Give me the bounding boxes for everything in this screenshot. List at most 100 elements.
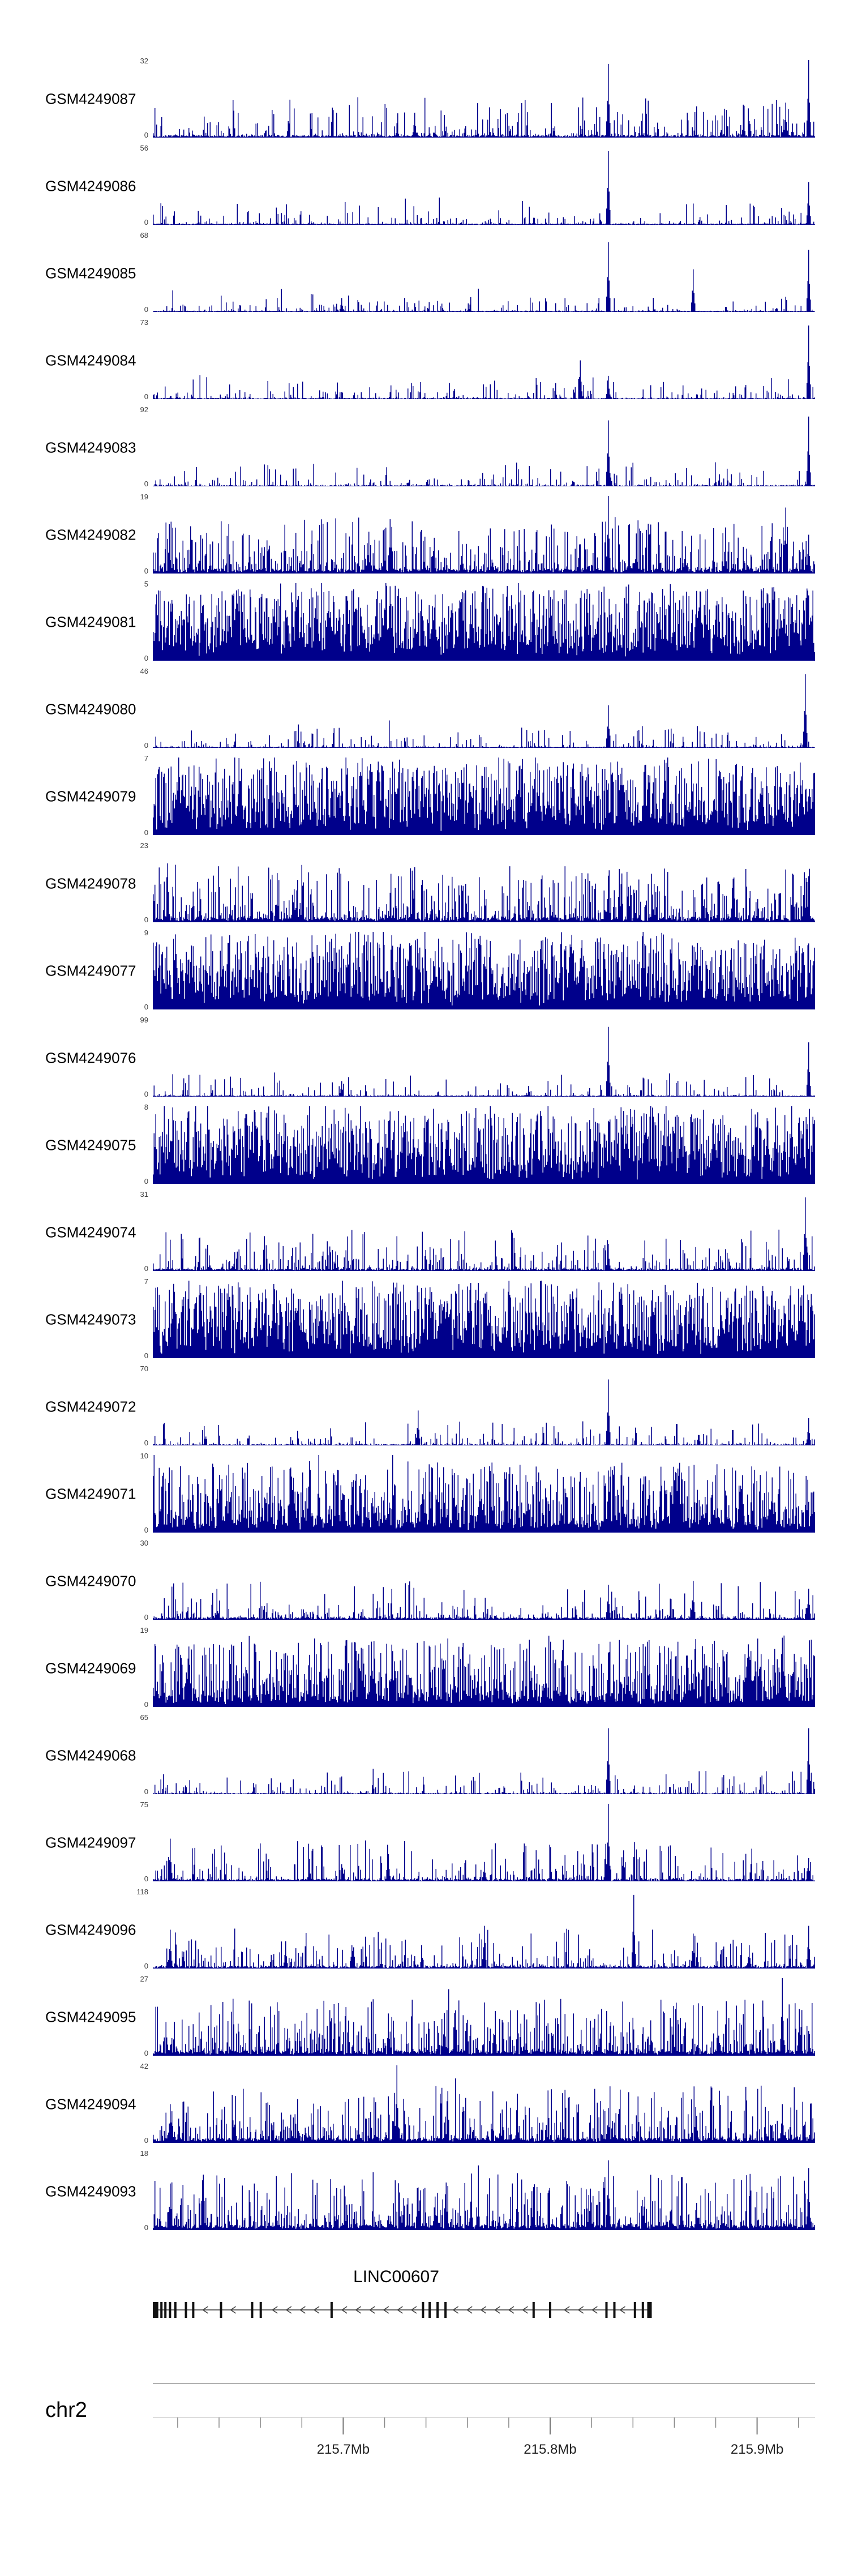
- signal-track-row: GSM4249081 5 0: [0, 580, 849, 662]
- exon-mark: [633, 2302, 636, 2318]
- strand-arrow-icon: [383, 2306, 389, 2314]
- track-signal-plot: 19 0: [140, 1627, 815, 1708]
- y-axis-max-label: 46: [140, 667, 148, 675]
- track-signal-plot: 56 0: [140, 144, 815, 226]
- track-name-label: GSM4249084: [45, 352, 136, 369]
- exon-mark: [436, 2302, 439, 2318]
- y-axis-max-label: 7: [144, 1277, 148, 1286]
- y-axis-min-label: 0: [144, 131, 148, 139]
- track-name-label: GSM4249068: [45, 1747, 136, 1764]
- y-axis-max-label: 19: [140, 493, 148, 501]
- y-axis-max-label: 31: [140, 1190, 148, 1199]
- track-name-label: GSM4249077: [45, 962, 136, 979]
- track-name-label: GSM4249069: [45, 1659, 136, 1676]
- signal-track-row: GSM4249097 75 0: [0, 1801, 849, 1882]
- y-axis-min-label: 0: [144, 1787, 148, 1796]
- track-signal-plot: 65 0: [140, 1714, 815, 1795]
- coverage-signal: [153, 863, 815, 922]
- track-signal-plot: 23 0: [140, 842, 815, 923]
- y-axis-min-label: 0: [144, 218, 148, 226]
- track-signal-plot: 31 0: [140, 1191, 815, 1272]
- coverage-signal: [153, 674, 815, 748]
- exon-mark: [153, 2302, 158, 2318]
- coverage-signal: [153, 1894, 815, 1969]
- signal-track-row: GSM4249078 23 0: [0, 842, 849, 923]
- exon-mark: [185, 2302, 187, 2318]
- exon-mark: [192, 2302, 195, 2318]
- y-axis-max-label: 99: [140, 1016, 148, 1024]
- y-axis-max-label: 8: [144, 1103, 148, 1111]
- strand-arrow-icon: [230, 2306, 237, 2314]
- y-axis-min-label: 0: [144, 1351, 148, 1360]
- coverage-signal: [153, 1026, 815, 1097]
- strand-arrow-icon: [271, 2306, 278, 2314]
- y-axis-min-label: 0: [144, 2136, 148, 2145]
- track-name-label: GSM4249086: [45, 177, 136, 194]
- strand-arrow-icon: [285, 2306, 292, 2314]
- exon-mark: [251, 2302, 254, 2318]
- track-name-label: GSM4249072: [45, 1398, 136, 1415]
- y-axis-max-label: 32: [140, 57, 148, 65]
- strand-arrow-icon: [522, 2306, 528, 2314]
- track-signal-plot: 75 0: [140, 1801, 815, 1882]
- y-axis-max-label: 68: [140, 231, 148, 239]
- track-signal-plot: 10 0: [140, 1452, 815, 1534]
- strand-arrow-icon: [452, 2306, 459, 2314]
- coverage-signal: [153, 416, 815, 486]
- track-signal-plot: 46 0: [140, 667, 815, 749]
- signal-track-row: GSM4249076 99 0: [0, 1016, 849, 1098]
- exon-mark: [647, 2302, 652, 2318]
- track-name-label: GSM4249082: [45, 526, 136, 543]
- coverage-signal: [153, 1804, 815, 1881]
- track-name-label: GSM4249076: [45, 1049, 136, 1066]
- y-axis-min-label: 0: [144, 1003, 148, 1011]
- axis-tick-label: 215.7Mb: [317, 2442, 370, 2457]
- coverage-signal: [153, 1455, 815, 1533]
- y-axis-min-label: 0: [144, 1875, 148, 1883]
- track-name-label: GSM4249070: [45, 1572, 136, 1589]
- exon-mark: [169, 2302, 171, 2318]
- signal-track-row: GSM4249094 42 0: [0, 2062, 849, 2144]
- signal-track-row: GSM4249079 7 0: [0, 755, 849, 837]
- axis-tick-label: 215.8Mb: [524, 2442, 576, 2457]
- coverage-signal: [153, 1379, 815, 1445]
- exon-mark: [174, 2302, 177, 2318]
- y-axis-min-label: 0: [144, 392, 148, 401]
- track-signal-plot: 27 0: [140, 1975, 815, 2057]
- y-axis-max-label: 19: [140, 1626, 148, 1634]
- strand-arrow-icon: [466, 2306, 473, 2314]
- coverage-signal: [153, 325, 815, 399]
- signal-track-row: GSM4249093 18 0: [0, 2150, 849, 2232]
- signal-track-row: GSM4249068 65 0: [0, 1714, 849, 1795]
- y-axis-max-label: 65: [140, 1713, 148, 1722]
- signal-track-row: GSM4249084 73 0: [0, 319, 849, 401]
- coverage-signal: [153, 1978, 815, 2056]
- y-axis-min-label: 0: [144, 2223, 148, 2232]
- y-axis-max-label: 118: [136, 1888, 148, 1896]
- coverage-signal: [153, 2160, 815, 2230]
- strand-arrow-icon: [299, 2306, 306, 2314]
- coverage-signal: [153, 932, 815, 1009]
- y-axis-max-label: 23: [140, 841, 148, 850]
- strand-arrow-icon: [563, 2306, 570, 2314]
- signal-track-row: GSM4249082 19 0: [0, 493, 849, 575]
- track-name-label: GSM4249073: [45, 1311, 136, 1328]
- track-name-label: GSM4249097: [45, 1834, 136, 1851]
- track-name-label: GSM4249074: [45, 1223, 136, 1240]
- y-axis-max-label: 9: [144, 928, 148, 937]
- y-axis-max-label: 75: [140, 1800, 148, 1809]
- track-signal-plot: 32 0: [140, 57, 815, 139]
- track-signal-plot: 99 0: [140, 1016, 815, 1098]
- signal-track-row: GSM4249073 7 0: [0, 1277, 849, 1360]
- strand-arrow-icon: [591, 2306, 598, 2314]
- coverage-signal: [153, 2065, 815, 2143]
- y-axis-max-label: 5: [144, 580, 148, 588]
- track-name-label: GSM4249080: [45, 700, 136, 717]
- axis-tick-label: 215.9Mb: [731, 2442, 783, 2457]
- y-axis-min-label: 0: [144, 828, 148, 837]
- track-signal-plot: 42 0: [140, 2062, 815, 2144]
- coverage-signal: [153, 496, 815, 574]
- track-signal-plot: 70 0: [140, 1365, 815, 1447]
- chromosome-label: chr2: [45, 2398, 87, 2422]
